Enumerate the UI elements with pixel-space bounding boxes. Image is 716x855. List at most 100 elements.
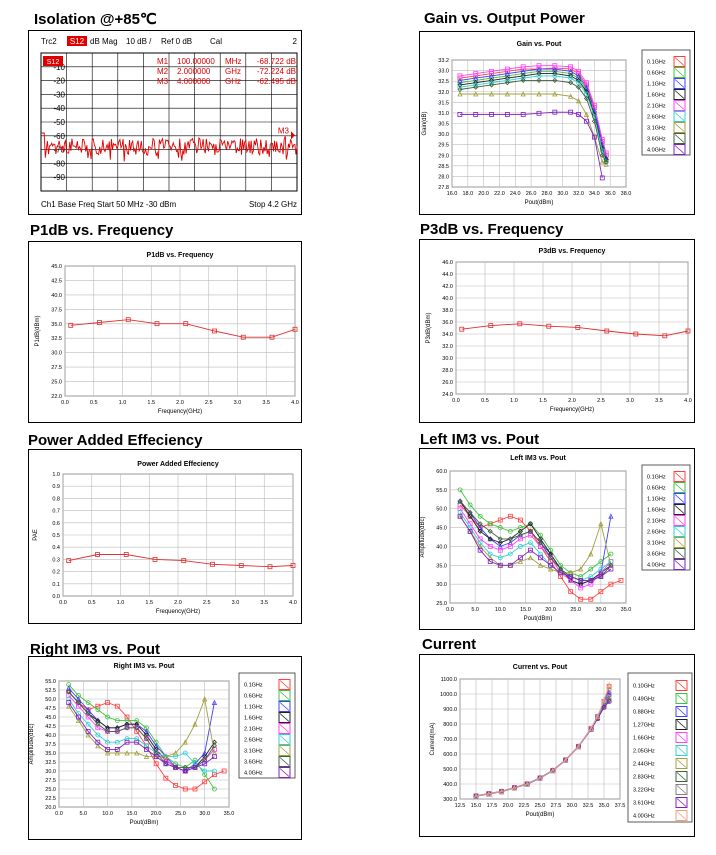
left_im3-legend-label: 2.1GHz	[647, 519, 666, 525]
current-legend-label: 4.00GHz	[633, 814, 655, 820]
current-data-point	[601, 697, 607, 703]
gain-data-point	[536, 63, 542, 69]
right_im3-xlabel: Pout(dBm)	[130, 820, 159, 826]
gain-data-point	[489, 68, 494, 74]
current-legend-label: 0.10GHz	[633, 684, 655, 690]
iso-param-badge	[67, 36, 87, 46]
iso-marker-name: M3	[157, 77, 169, 86]
current-data-point	[498, 788, 505, 794]
p1db-x-tick-label: 0.5	[90, 400, 98, 406]
left_im3-data-point	[477, 528, 483, 534]
left_im3-legend-label: 2.6GHz	[647, 530, 666, 536]
right_im3-data-point	[163, 761, 169, 767]
right_im3-legend-label: 3.6GHz	[244, 760, 263, 766]
current-y-tick-label: 600.0	[443, 752, 457, 758]
pae-y-tick-label: 1.0	[52, 472, 60, 478]
p3db-x-tick-label: 0.5	[481, 398, 489, 404]
gain-series-line	[459, 68, 607, 158]
gain-data-point	[552, 91, 558, 97]
current-x-tick-label: 27.5	[551, 803, 562, 809]
gain-x-tick-label: 16.0	[447, 191, 458, 197]
left_im3-y-tick-label: 35.0	[436, 563, 447, 569]
pae-chart-panel: Power Added Effeciency 0.0 0.5 1.0 1.5 2.0 2.5…	[28, 449, 302, 624]
gain-data-point	[504, 80, 510, 86]
gain-y-tick-label: 29.0	[438, 153, 449, 159]
current-y-tick-label: 400.0	[443, 782, 457, 788]
iso-footer-right: Stop 4.2 GHz	[249, 200, 297, 209]
gain-data-point	[603, 161, 609, 167]
current-y-tick-label: 800.0	[443, 722, 457, 728]
right_im3-data-point	[172, 750, 179, 756]
p3db-y-tick-label: 26.0	[442, 380, 453, 386]
p3db-x-tick-label: 3.5	[655, 398, 663, 404]
gain-data-point	[583, 95, 590, 102]
left_im3-legend-swatch-mark	[674, 549, 685, 558]
p3db-data-point	[459, 326, 465, 332]
left_im3-data-point	[568, 589, 574, 595]
current-data-point	[562, 757, 569, 763]
right_im3-ylabel: Amplitude(dBc)	[29, 723, 35, 764]
gain-series-line	[459, 65, 607, 154]
current-data-point	[473, 793, 479, 799]
pae-y-tick-label: 0.6	[52, 521, 60, 527]
right_im3-y-tick-label: 32.5	[45, 760, 56, 766]
right_im3-legend-swatch-mark	[279, 768, 290, 777]
left_im3-data-point	[578, 596, 584, 602]
left_im3-data-point	[558, 570, 564, 576]
gain-legend-label: 0.6GHz	[647, 71, 666, 77]
current-data-point	[594, 713, 601, 719]
p3db-ylabel: P3dB(dBm)	[426, 312, 432, 343]
left_im3-legend-swatch-mark	[674, 483, 685, 492]
right_im3-data-point	[105, 714, 110, 720]
right_im3-data-point	[85, 710, 91, 716]
right_im3-data-point	[95, 707, 101, 713]
pae-y-tick-label: 0.1	[52, 582, 60, 588]
current-y-tick-label: 300.0	[443, 797, 457, 803]
right_im3-y-tick-label: 47.5	[45, 706, 56, 712]
gain-y-tick-label: 31.0	[438, 111, 449, 117]
left_im3-legend-swatch-mark	[674, 472, 685, 481]
gain-y-tick-label: 28.0	[438, 174, 449, 180]
p3db-data-point	[604, 328, 610, 334]
gain-y-tick-label: 30.0	[438, 132, 449, 138]
p3db-y-tick-label: 28.0	[442, 368, 453, 374]
p3db-y-tick-label: 36.0	[442, 320, 453, 326]
gain-data-point	[504, 75, 510, 81]
gain-legend: 0.1GHz 0.6GHz 1.1GHz 1.6GHz 2.1GHz 2.6GHz 3.1G…	[641, 49, 691, 156]
gain-legend-swatch-mark	[674, 123, 685, 132]
gain-data-point	[568, 73, 574, 79]
gain-grid	[451, 59, 627, 188]
left_im3-data-point	[598, 520, 604, 527]
pae-y-tick-label: 0.4	[52, 545, 60, 551]
gain-data-point	[473, 71, 479, 77]
right_im3-data-point	[95, 703, 101, 709]
right_im3-y-tick-label: 37.5	[45, 742, 56, 748]
gain-y-tick-label: 30.5	[438, 122, 449, 128]
gain-y-tick-label: 32.0	[438, 90, 449, 96]
left_im3-data-point	[507, 536, 513, 542]
pae-y-tick-label: 0.0	[52, 594, 60, 600]
right_im3-data-point	[134, 739, 140, 745]
left_im3-y-tick-label: 30.0	[436, 582, 447, 588]
gain-legend-label: 0.1GHz	[647, 60, 666, 66]
right_im3-data-point	[211, 699, 218, 705]
gain-legend-label: 4.0GHz	[647, 148, 666, 154]
iso-y-tick-label: -70	[53, 146, 65, 155]
left_im3-legend-swatch-mark	[674, 527, 685, 536]
current-data-point	[588, 725, 594, 731]
pae-data-point	[152, 557, 158, 562]
left_im3-data-point	[518, 555, 523, 561]
gain-x-tick-label: 38.0	[621, 191, 632, 197]
current-data-point	[511, 784, 518, 791]
left_im3-legend-swatch-mark	[674, 516, 685, 525]
p1db-x-tick-label: 4.0	[291, 400, 299, 406]
left_im3-data-point	[497, 555, 503, 561]
left_im3-data-point	[497, 525, 503, 530]
right_im3-data-point	[75, 700, 81, 706]
iso-marker-freq: 2.000000	[177, 67, 211, 76]
isolation-svg: Trc2 S12 dB Mag 10 dB / Ref 0 dB Cal 2 -10 -20 -3…	[40, 36, 298, 209]
gain-legend-swatch-mark	[674, 134, 685, 143]
right_im3-data-point	[66, 703, 72, 709]
right_im3-x-tick-label: 10.0	[102, 811, 113, 817]
gain-y-tick-label: 31.5	[438, 100, 449, 106]
